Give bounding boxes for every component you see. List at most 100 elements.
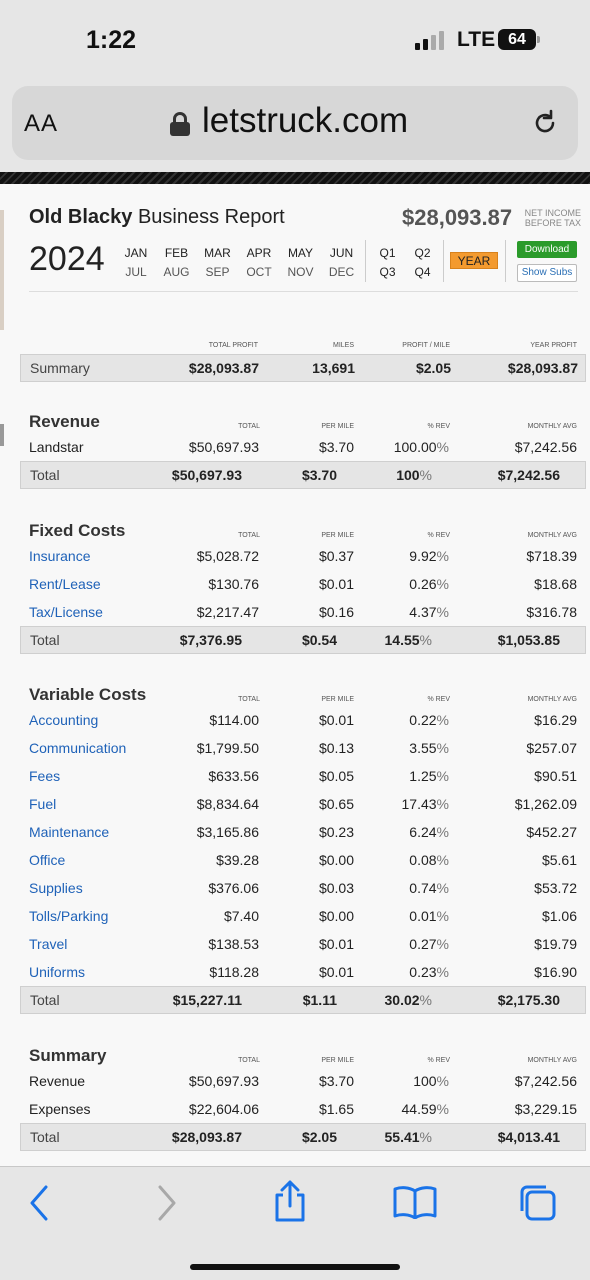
row-label[interactable]: Travel — [29, 936, 68, 952]
total-row: Total $50,697.93 $3.70 100% $7,242.56 — [20, 461, 586, 489]
table-row: Travel $138.53 $0.01 0.27% $19.79 — [29, 930, 578, 958]
cell-total: $22,604.06 — [188, 1101, 259, 1117]
cell-pct: 100% — [413, 1073, 449, 1089]
month-jul[interactable]: JUL — [125, 265, 147, 279]
cell-pct: 3.55% — [409, 740, 449, 756]
row-label[interactable]: Communication — [29, 740, 127, 756]
cell-pct: 44.59% — [401, 1101, 450, 1117]
month-dec[interactable]: DEC — [328, 265, 355, 279]
cell-total: $114.00 — [209, 712, 259, 728]
month-jun[interactable]: JUN — [329, 246, 354, 260]
cell-monthly: $1.06 — [541, 908, 577, 924]
lock-icon — [170, 112, 190, 136]
home-indicator — [190, 1264, 400, 1270]
net-income-amount: $28,093.87 — [402, 205, 513, 230]
section-title-revenue: Revenue — [29, 412, 100, 431]
report-page: Old Blacky Business Report $28,093.87 NE… — [0, 184, 590, 1166]
cell-per-mile: $0.00 — [318, 852, 354, 868]
month-sep[interactable]: SEP — [205, 265, 230, 279]
cell-per-mile: $0.13 — [318, 740, 354, 756]
cell-total: $5,028.72 — [196, 548, 259, 564]
address-bar[interactable]: AA letstruck.com — [12, 86, 578, 160]
row-label[interactable]: Fees — [29, 768, 61, 784]
row-label[interactable]: Supplies — [29, 880, 83, 896]
cell-per-mile: $0.37 — [318, 548, 354, 564]
year-button[interactable]: YEAR — [450, 252, 498, 269]
section-title-fixed: Fixed Costs — [29, 521, 126, 540]
total-per-mile: $2.05 — [301, 1129, 337, 1145]
cell-pct: 0.22% — [409, 712, 449, 728]
back-icon[interactable] — [28, 1185, 50, 1221]
row-label[interactable]: Rent/Lease — [29, 576, 101, 592]
row-label: Expenses — [29, 1101, 91, 1117]
cell-miles: 13,691 — [312, 360, 355, 376]
cell-per-mile: $0.01 — [318, 712, 354, 728]
divider — [443, 240, 444, 282]
cell-per-mile: $0.01 — [318, 936, 354, 952]
month-aug[interactable]: AUG — [163, 265, 190, 279]
forward-icon[interactable] — [156, 1185, 178, 1221]
row-label[interactable]: Fuel — [29, 796, 57, 812]
cell-pct: 0.08% — [409, 852, 449, 868]
row-label[interactable]: Tax/License — [29, 604, 103, 620]
month-apr[interactable]: APR — [246, 246, 272, 260]
table-row: Uniforms $118.28 $0.01 0.23% $16.90 — [29, 958, 578, 986]
month-may[interactable]: MAY — [287, 246, 314, 260]
col-head: PER MILE — [321, 696, 354, 703]
cell-monthly: $718.39 — [526, 548, 577, 564]
cell-monthly: $452.27 — [526, 824, 577, 840]
col-head-year-profit: YEAR PROFIT — [530, 342, 577, 349]
col-head: MONTHLY AVG — [527, 532, 577, 539]
row-label[interactable]: Insurance — [29, 548, 91, 564]
total-per-mile: $3.70 — [301, 467, 337, 483]
tabs-icon[interactable] — [518, 1183, 558, 1223]
month-oct[interactable]: OCT — [246, 265, 272, 279]
table-row: Office $39.28 $0.00 0.08% $5.61 — [29, 846, 578, 874]
month-feb[interactable]: FEB — [164, 246, 189, 260]
network-label: LTE — [457, 28, 496, 51]
table-row: Rent/Lease $130.76 $0.01 0.26% $18.68 — [29, 570, 578, 598]
table-row: Maintenance $3,165.86 $0.23 6.24% $452.27 — [29, 818, 578, 846]
month-jan[interactable]: JAN — [124, 246, 148, 260]
cell-monthly: $1,262.09 — [514, 796, 577, 812]
cell-total: $50,697.93 — [188, 439, 259, 455]
table-row: Tolls/Parking $7.40 $0.00 0.01% $1.06 — [29, 902, 578, 930]
quarter-q3[interactable]: Q3 — [379, 265, 396, 279]
reload-icon[interactable] — [530, 108, 560, 138]
reader-aa-button[interactable]: AA — [24, 110, 59, 137]
site-header-strip — [0, 172, 590, 184]
quarter-q4[interactable]: Q4 — [414, 265, 431, 279]
cell-total: $8,834.64 — [196, 796, 259, 812]
total-label: Total — [30, 1129, 60, 1145]
month-nov[interactable]: NOV — [287, 265, 314, 279]
quarter-q1[interactable]: Q1 — [379, 246, 396, 260]
row-label[interactable]: Tolls/Parking — [29, 908, 109, 924]
cell-monthly: $18.68 — [534, 576, 577, 592]
download-button[interactable]: Download — [517, 241, 577, 258]
cell-monthly: $257.07 — [526, 740, 577, 756]
section-title-variable: Variable Costs — [29, 685, 147, 704]
show-subs-button[interactable]: Show Subs — [517, 264, 577, 282]
table-row: Fuel $8,834.64 $0.65 17.43% $1,262.09 — [29, 790, 578, 818]
cell-per-mile: $3.70 — [318, 439, 354, 455]
quarter-q2[interactable]: Q2 — [414, 246, 431, 260]
cell-per-mile: $1.65 — [318, 1101, 354, 1117]
row-label[interactable]: Uniforms — [29, 964, 86, 980]
total-monthly: $1,053.85 — [497, 632, 560, 648]
row-label[interactable]: Maintenance — [29, 824, 110, 840]
month-mar[interactable]: MAR — [204, 246, 231, 260]
row-label[interactable]: Accounting — [29, 712, 99, 728]
total-total: $28,093.87 — [171, 1129, 242, 1145]
total-monthly: $4,013.41 — [497, 1129, 560, 1145]
battery-icon: 64 — [498, 29, 540, 50]
share-icon[interactable] — [272, 1179, 308, 1223]
bookmarks-icon[interactable] — [393, 1185, 437, 1219]
cell-total: $138.53 — [208, 936, 259, 952]
total-label: Total — [30, 632, 60, 648]
row-label[interactable]: Office — [29, 852, 66, 868]
url-domain[interactable]: letstruck.com — [202, 101, 409, 140]
cell-pct: 4.37% — [409, 604, 449, 620]
cell-total: $2,217.47 — [196, 604, 259, 620]
col-head-miles: MILES — [332, 342, 354, 349]
cell-monthly: $3,229.15 — [514, 1101, 577, 1117]
